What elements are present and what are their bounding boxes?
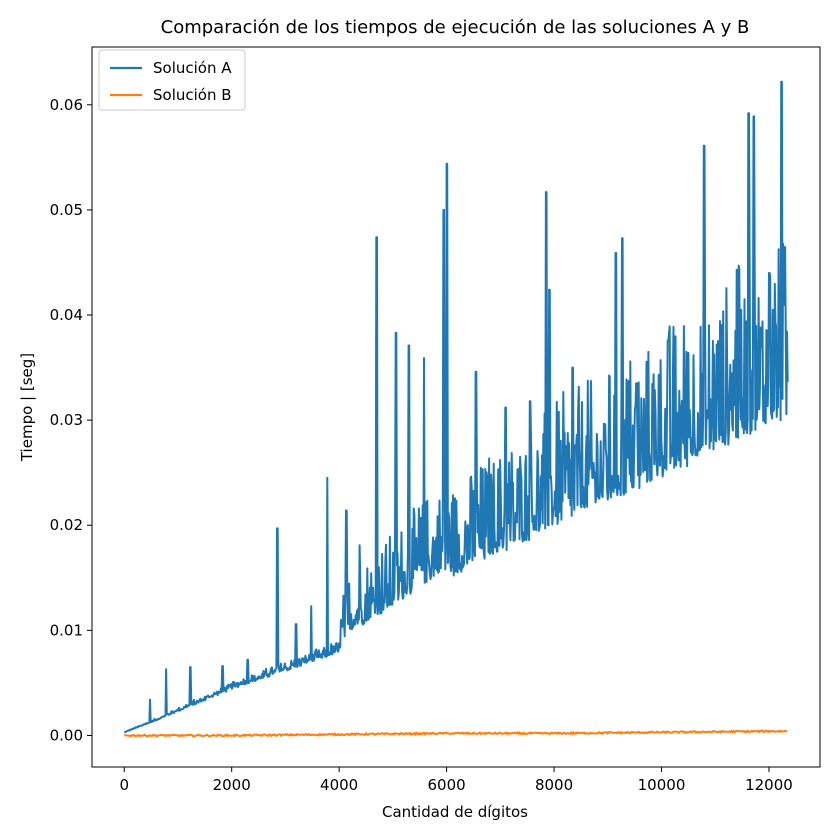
- y-tick-label-3: 0.03: [50, 411, 83, 429]
- legend-label-solucion-a: Solución A: [153, 59, 232, 77]
- peak-point-a-0: [149, 698, 151, 701]
- peak-point-a-11: [375, 236, 378, 239]
- x-tick-label-10000: 10000: [638, 776, 686, 794]
- y-tick-label-4: 0.04: [50, 306, 83, 324]
- peak-point-a-7: [310, 605, 313, 607]
- x-tick-label-12000: 12000: [745, 776, 793, 794]
- peak-point-a-1: [165, 668, 167, 671]
- peak-point-a-30: [735, 269, 738, 271]
- y-tick-label-6: 0.06: [50, 96, 83, 114]
- peak-point-a-24: [615, 252, 617, 254]
- peak-point-a-33: [768, 272, 771, 274]
- peak-point-a-14: [423, 357, 425, 359]
- chart-title: Comparación de los tiempos de ejecución …: [161, 17, 750, 38]
- peak-point-a-29: [703, 145, 705, 147]
- peak-point-a-25: [621, 237, 624, 240]
- peak-point-a-22: [572, 366, 574, 369]
- x-tick-label-8000: 8000: [535, 776, 573, 794]
- peak-point-a-32: [753, 115, 755, 118]
- series-line-solucion-a: [123, 80, 789, 734]
- legend: Solución A Solución B: [98, 49, 246, 111]
- y-tick-label-2: 0.02: [50, 516, 83, 534]
- peak-point-a-27: [658, 374, 660, 376]
- axes-frame: [91, 46, 821, 768]
- peak-point-a-12: [395, 332, 397, 334]
- y-tick-label-1: 0.01: [50, 621, 83, 639]
- x-axis-label: Cantidad de dígitos: [382, 803, 528, 821]
- y-axis: 0.00 0.01 0.02 0.03 0.04 0.05 0.06: [50, 96, 92, 744]
- peak-point-a-13: [408, 344, 410, 347]
- peak-point-a-28: [687, 352, 690, 354]
- peak-point-a-18: [504, 406, 507, 409]
- y-tick-label-0: 0.00: [50, 726, 83, 744]
- peak-point-a-31: [747, 112, 750, 115]
- x-tick-label-2000: 2000: [213, 776, 251, 794]
- peak-point-a-19: [529, 400, 531, 403]
- peak-point-a-9: [345, 509, 347, 512]
- series-group: [123, 80, 789, 738]
- y-tick-label-5: 0.05: [50, 201, 83, 219]
- peak-point-a-20: [545, 191, 547, 193]
- series-line-solucion-b: [124, 729, 788, 738]
- peak-point-a-21: [548, 289, 551, 291]
- peak-point-a-3: [221, 665, 224, 667]
- x-axis: 0 2000 4000 6000 8000 10000 12000: [119, 767, 793, 794]
- x-tick-label-6000: 6000: [428, 776, 466, 794]
- peak-point-a-15: [443, 209, 445, 211]
- peak-point-a-2: [189, 666, 192, 668]
- legend-label-solucion-b: Solución B: [153, 86, 232, 104]
- peak-point-a-4: [247, 658, 249, 661]
- peak-point-a-16: [446, 162, 448, 165]
- plot-area: [91, 46, 821, 768]
- y-axis-label: Tiempo | [seg]: [18, 353, 36, 462]
- peak-point-a-10: [358, 544, 361, 547]
- peak-point-a-5: [276, 527, 279, 530]
- x-tick-label-0: 0: [119, 776, 129, 794]
- peak-point-a-26: [635, 382, 638, 385]
- peak-point-a-23: [604, 423, 606, 426]
- peak-point-a-8: [326, 477, 329, 479]
- x-tick-label-4000: 4000: [320, 776, 358, 794]
- peak-point-a-34: [780, 80, 783, 83]
- peak-point-a-17: [475, 370, 477, 373]
- peak-point-a-6: [295, 623, 297, 625]
